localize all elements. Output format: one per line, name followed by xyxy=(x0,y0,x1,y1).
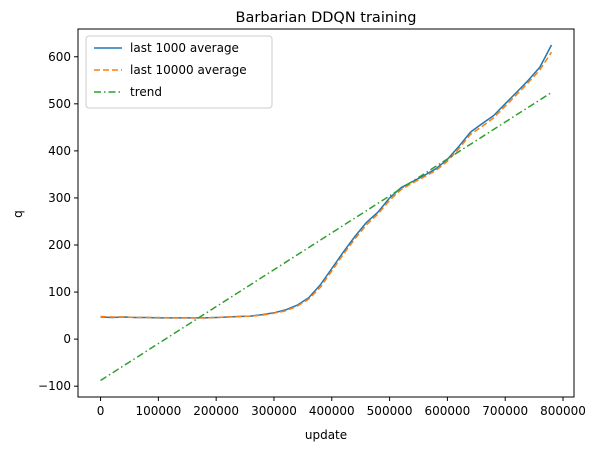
x-tick-label: 400000 xyxy=(309,404,355,418)
legend-label-0: last 1000 average xyxy=(130,41,239,55)
x-tick-label: 300000 xyxy=(251,404,297,418)
x-tick-label: 600000 xyxy=(424,404,470,418)
y-tick-label: −100 xyxy=(38,379,71,393)
legend: last 1000 average last 10000 average trend xyxy=(86,36,272,108)
y-tick-label: 0 xyxy=(63,332,71,346)
y-tick-label: 500 xyxy=(48,97,71,111)
x-axis-ticks: 0 100000 200000 300000 400000 500000 600000 700… xyxy=(97,397,586,418)
x-axis-label: update xyxy=(305,428,347,442)
x-tick-label: 700000 xyxy=(482,404,528,418)
x-tick-label: 0 xyxy=(97,404,105,418)
x-tick-label: 100000 xyxy=(135,404,181,418)
chart-title: Barbarian DDQN training xyxy=(236,10,417,26)
series-line-2 xyxy=(101,93,552,381)
y-tick-label: 400 xyxy=(48,144,71,158)
y-tick-label: 300 xyxy=(48,191,71,205)
y-axis-label: q xyxy=(11,210,25,218)
x-tick-label: 800000 xyxy=(540,404,586,418)
y-axis-ticks: −100 0 100 200 300 400 500 600 xyxy=(38,50,78,393)
y-tick-label: 200 xyxy=(48,238,71,252)
y-tick-label: 100 xyxy=(48,285,71,299)
y-tick-label: 600 xyxy=(48,50,71,64)
x-tick-label: 500000 xyxy=(367,404,413,418)
x-tick-label: 200000 xyxy=(193,404,239,418)
legend-label-1: last 10000 average xyxy=(130,63,247,77)
legend-label-2: trend xyxy=(130,85,162,99)
